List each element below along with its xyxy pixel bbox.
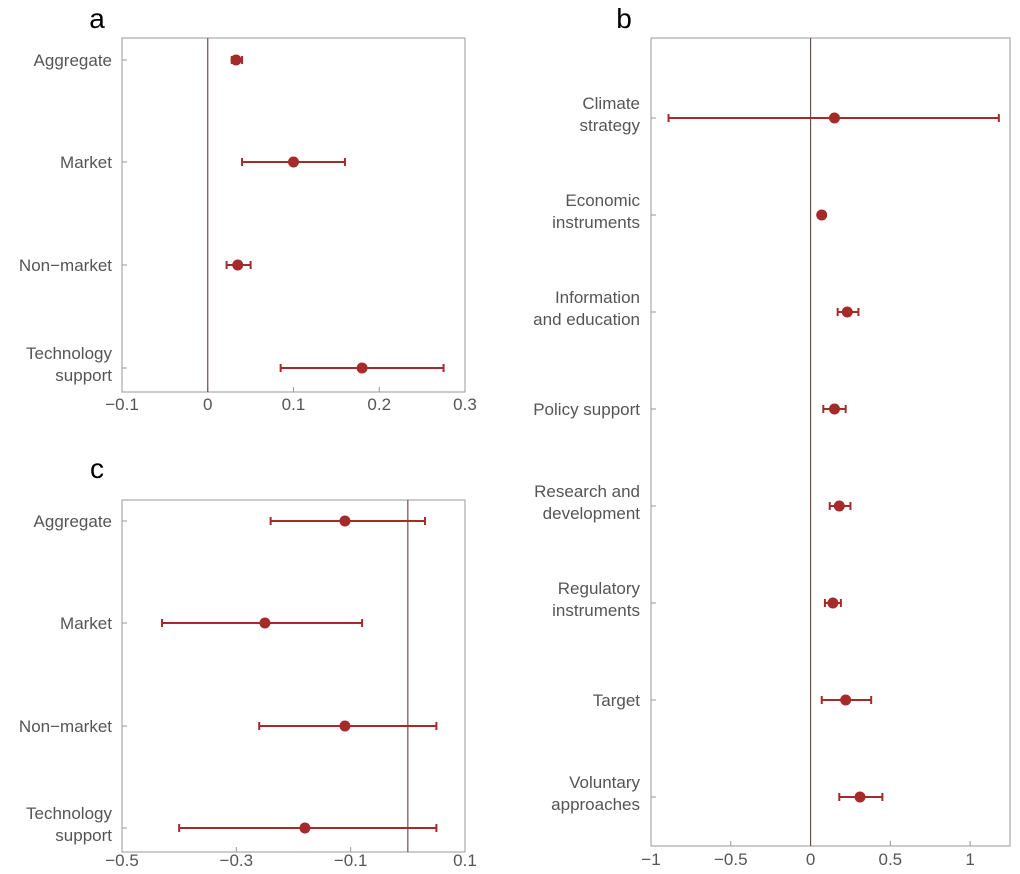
x-tick-label: 0 [806, 850, 815, 869]
data-point [339, 720, 351, 732]
data-point [356, 362, 368, 374]
x-tick-label: 0.2 [367, 395, 391, 414]
x-tick-label: −0.5 [714, 850, 748, 869]
category-label: Aggregate [34, 51, 112, 70]
x-tick-label: −1 [641, 850, 660, 869]
category-label: Technology support [26, 804, 113, 845]
category-label: Research and development [534, 482, 640, 523]
x-tick-label: 0.1 [453, 851, 477, 870]
data-point [841, 306, 853, 318]
x-tick-label: 0.1 [282, 395, 306, 414]
category-label: Policy support [533, 400, 640, 419]
panel-letter-a: a [89, 3, 105, 34]
category-label: Economic instruments [552, 191, 640, 232]
category-label: Market [60, 614, 112, 633]
data-point [259, 617, 271, 629]
x-tick-label: −0.1 [334, 851, 368, 870]
x-tick-label: −0.3 [220, 851, 254, 870]
x-tick-label: −0.1 [105, 395, 139, 414]
data-point [828, 112, 840, 124]
category-label: Non−market [19, 717, 112, 736]
panel-letter-b: b [616, 3, 632, 34]
data-point [840, 694, 852, 706]
data-point [828, 403, 840, 415]
x-tick-label: −0.5 [105, 851, 139, 870]
panel-c: c −0.5 −0.3 −0.1 0.1 Aggregate Market Non−marke… [19, 453, 477, 870]
category-label: Regulatory instruments [552, 579, 640, 620]
x-tick-label: 0.3 [453, 395, 477, 414]
category-label: Voluntary approaches [551, 773, 640, 814]
data-point [854, 791, 866, 803]
plot-frame [121, 37, 466, 393]
data-point [230, 54, 242, 66]
data-point [299, 822, 311, 834]
data-point [816, 209, 828, 221]
data-point [288, 156, 299, 168]
category-label: Aggregate [34, 512, 112, 531]
category-label: Target [593, 691, 641, 710]
category-label: Information and education [533, 288, 640, 329]
x-tick-label: 1 [965, 850, 974, 869]
plot-frame [121, 499, 466, 853]
panel-a: a −0.1 0 0.1 0.2 0.3 Aggregate Market Non−market… [19, 3, 477, 414]
panel-b: b −1 −0.5 0 0.5 1 Climate strategy Economic instr… [533, 3, 1011, 869]
plot-frame [650, 37, 1011, 847]
data-point [232, 259, 244, 271]
category-label: Non−market [19, 256, 112, 275]
data-point [833, 500, 845, 512]
x-tick-label: 0 [203, 395, 212, 414]
category-label: Climate strategy [580, 94, 641, 135]
category-label: Market [60, 153, 112, 172]
category-label: Technology support [26, 344, 113, 385]
x-tick-label: 0.5 [879, 850, 903, 869]
panel-letter-c: c [90, 453, 104, 484]
data-point [827, 597, 839, 609]
data-point [339, 515, 351, 527]
